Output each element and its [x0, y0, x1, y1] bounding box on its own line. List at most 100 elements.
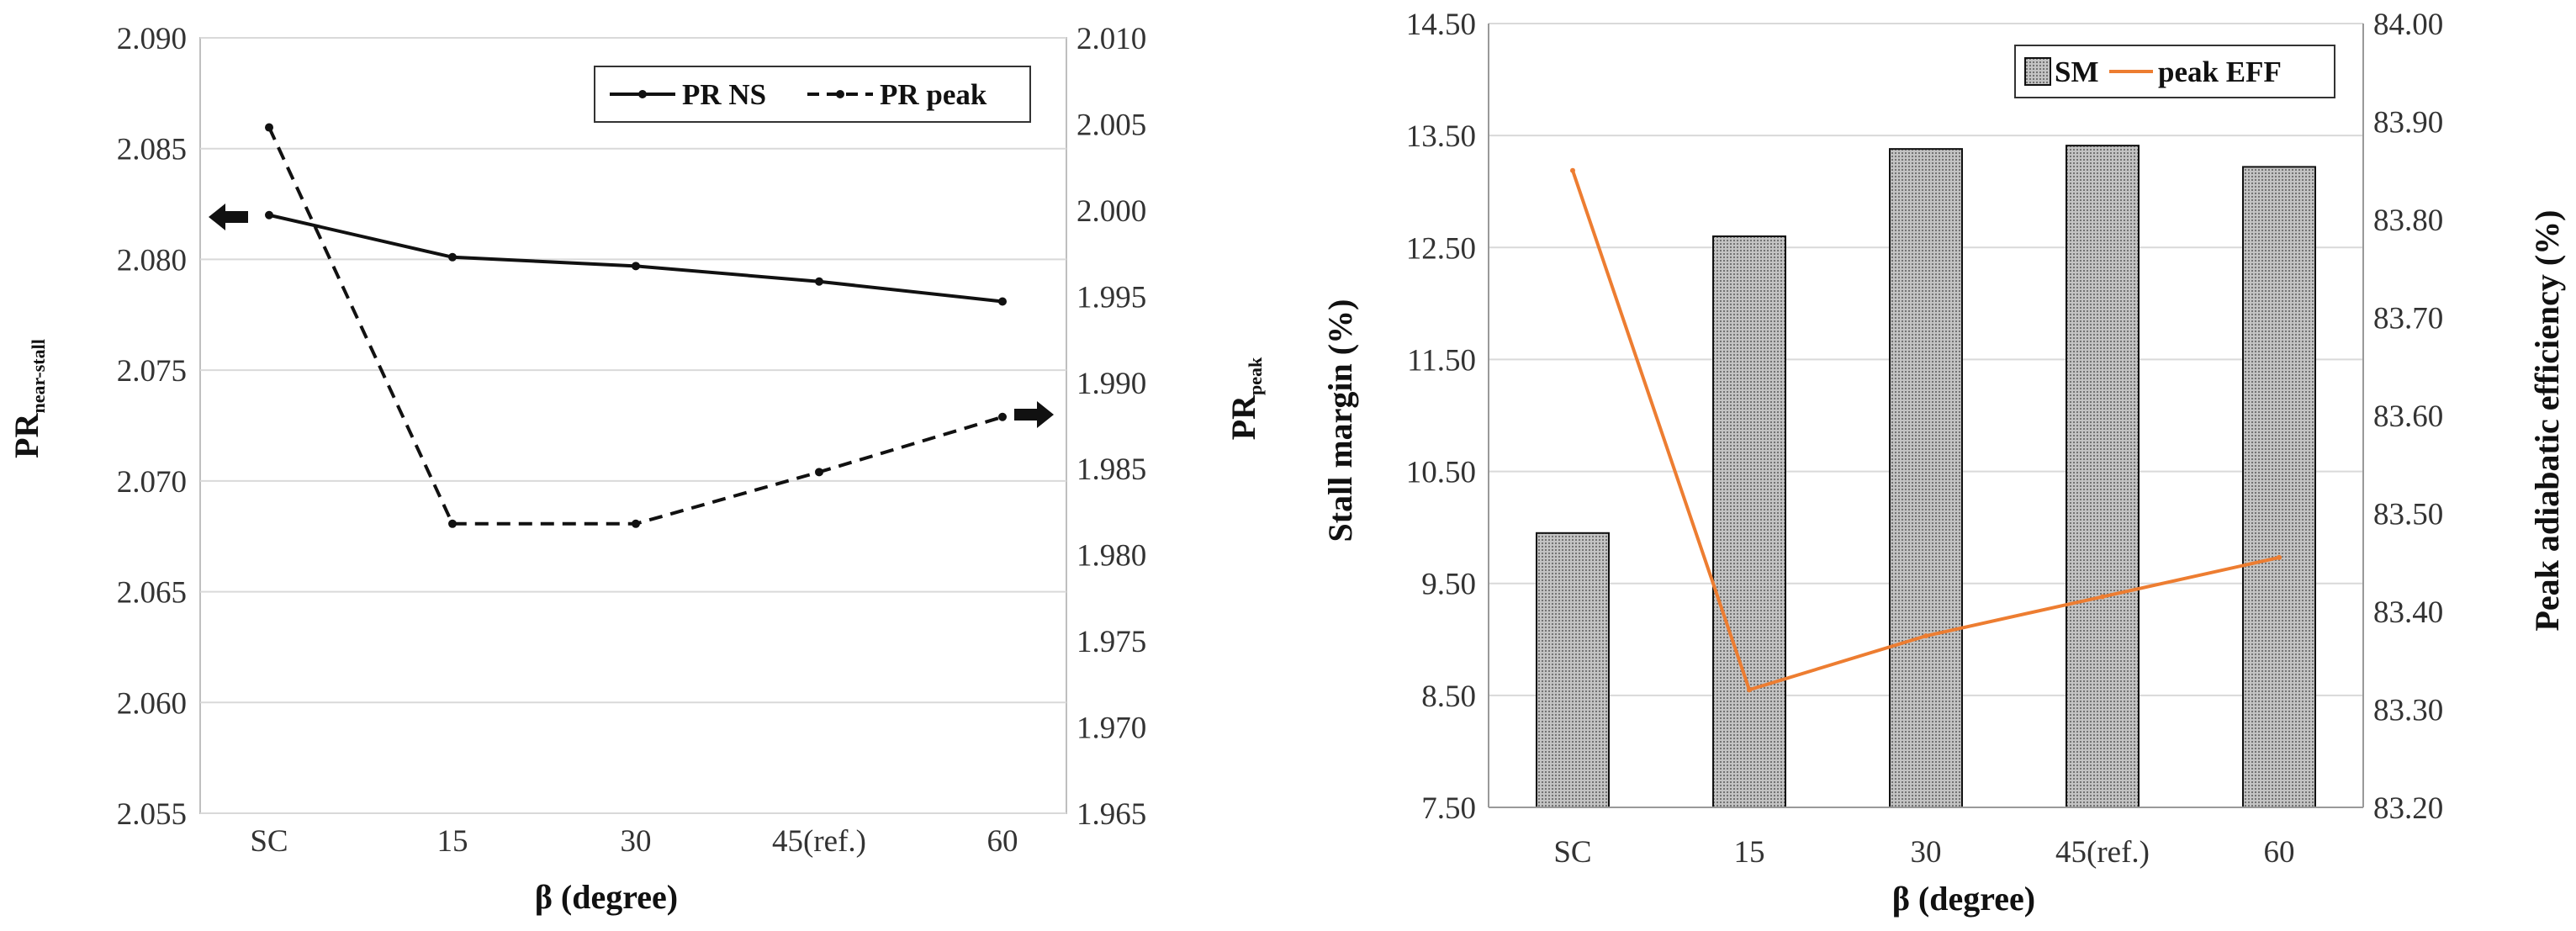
y2-tick-label: 83.60 [2373, 399, 2443, 434]
y-tick-label: 11.50 [1407, 343, 1476, 378]
legend-item-pr-ns: PR NS [610, 78, 766, 111]
y2-tick-label: 2.005 [1076, 108, 1146, 142]
y2-tick-label: 83.40 [2373, 595, 2443, 630]
y-tick-label: 7.50 [1421, 791, 1476, 826]
left-y-axis-title: PRnear-stall [8, 339, 49, 458]
left-x-axis-title: β (degree) [535, 878, 678, 916]
left-y-tick-labels: 2.055 2.060 2.065 2.070 2.075 2.080 2.085 2.090 [117, 22, 187, 832]
legend-item-sm: SM [2024, 56, 2099, 88]
x-tick-label: 30 [1911, 835, 1942, 870]
y2-tick-label: 2.000 [1076, 194, 1146, 229]
y2-tick-label: 83.80 [2373, 204, 2443, 238]
left-legend: PR NS PR peak [594, 66, 1031, 123]
data-point-pr-ns [632, 262, 640, 271]
data-point-pr-peak [265, 123, 273, 132]
legend-item-peak-eff: peak EFF [2109, 56, 2282, 88]
right-bars [1536, 145, 2316, 808]
x-tick-label: 60 [987, 824, 1018, 859]
y-tick-label: 2.080 [117, 243, 187, 278]
y2-tick-label: 83.30 [2373, 694, 2443, 728]
data-point-pr-ns [265, 210, 273, 220]
data-point-peak-eff [2277, 554, 2282, 560]
y-tick-label: 2.060 [117, 686, 187, 721]
y2-tick-label: 1.990 [1076, 367, 1146, 401]
right-y-axis-title: Stall margin (%) [1321, 299, 1359, 542]
x-tick-label: 15 [1734, 835, 1765, 870]
left-plot-frame [199, 37, 1067, 814]
y2-tick-label: 84.00 [2373, 8, 2443, 42]
y-tick-label: 12.50 [1406, 231, 1476, 266]
x-tick-label: SC [1553, 835, 1591, 870]
right-legend: SM peak EFF [2014, 45, 2335, 98]
x-tick-label: 45(ref.) [772, 824, 866, 859]
data-point-pr-ns [998, 297, 1007, 306]
y-tick-label: 13.50 [1406, 119, 1476, 154]
y2-tick-label: 1.985 [1076, 452, 1146, 487]
legend-label-pr-peak: PR peak [880, 78, 987, 111]
right-x-tick-labels: SC 15 30 45(ref.) 60 [1553, 835, 2294, 870]
y2-tick-label: 1.995 [1076, 280, 1146, 315]
left-y-axis-title-sub: near-stall [28, 339, 49, 413]
left-y2-axis-title-sub: peak [1245, 357, 1266, 395]
x-tick-label: 30 [621, 824, 652, 859]
y2-tick-label: 83.90 [2373, 106, 2443, 140]
right-chart: 7.50 8.50 9.50 10.50 11.50 12.50 13.50 14.50 83… [1321, 8, 2566, 918]
legend-item-pr-peak: PR peak [807, 78, 987, 111]
right-axis-arrow-icon [1014, 401, 1054, 428]
legend-swatch-sm [2024, 57, 2051, 86]
data-point-pr-peak [632, 519, 640, 528]
series-line-pr-ns [268, 213, 1003, 304]
y-tick-label: 2.055 [117, 797, 187, 832]
left-gridlines [200, 37, 1066, 814]
right-y2-tick-labels: 83.20 83.30 83.40 83.50 83.60 83.70 83.80 83.90… [2373, 8, 2443, 826]
y-tick-label: 2.070 [117, 465, 187, 500]
y-tick-label: 14.50 [1406, 8, 1476, 42]
legend-marker-pr-ns [638, 90, 647, 98]
right-legend-box [2014, 45, 2335, 98]
right-x-axis-title: β (degree) [1892, 880, 2035, 918]
left-chart: 2.055 2.060 2.065 2.070 2.075 2.080 2.085 2.090… [8, 22, 1266, 916]
left-axis-arrow-icon [209, 204, 248, 230]
left-y2-axis-title-base: PR [1225, 394, 1262, 440]
right-axes [1488, 24, 2364, 808]
data-point-peak-eff [2100, 594, 2105, 600]
y2-tick-label: 1.980 [1076, 539, 1146, 574]
bar-sm [2242, 166, 2316, 808]
data-point-peak-eff [1923, 633, 1928, 639]
left-x-tick-labels: SC 15 30 45(ref.) 60 [250, 824, 1018, 859]
data-point-peak-eff [1747, 687, 1752, 693]
y-tick-label: 2.075 [117, 354, 187, 389]
y2-tick-label: 2.010 [1076, 22, 1146, 56]
legend-marker-pr-peak [836, 90, 844, 98]
right-line-series [1570, 167, 2282, 693]
x-tick-label: 45(ref.) [2055, 835, 2150, 870]
y-tick-label: 8.50 [1421, 680, 1476, 714]
legend-label-peak-eff: peak EFF [2158, 56, 2282, 88]
data-point-pr-peak [448, 519, 457, 528]
legend-label-sm: SM [2055, 56, 2099, 88]
data-point-pr-ns [448, 252, 457, 262]
x-tick-label: 15 [437, 824, 468, 859]
left-y2-axis-title: PRpeak [1225, 357, 1266, 440]
bar-sm [1536, 532, 1610, 808]
series-line-pr-peak [267, 126, 1003, 526]
y2-tick-label: 83.70 [2373, 302, 2443, 336]
data-point-peak-eff [1570, 167, 1575, 173]
y-tick-label: 2.085 [117, 133, 187, 167]
y2-tick-label: 1.965 [1076, 797, 1146, 832]
y2-tick-label: 83.20 [2373, 791, 2443, 826]
bar-sm [1712, 235, 1786, 808]
y2-tick-label: 1.970 [1076, 711, 1146, 746]
right-y-tick-labels: 7.50 8.50 9.50 10.50 11.50 12.50 13.50 14.50 [1406, 8, 1476, 826]
data-point-pr-peak [815, 468, 823, 477]
y-tick-label: 9.50 [1421, 568, 1476, 602]
y-tick-label: 10.50 [1406, 456, 1476, 490]
bar-sm [2066, 145, 2140, 808]
y-tick-label: 2.065 [117, 576, 187, 611]
legend-label-pr-ns: PR NS [682, 78, 766, 111]
x-tick-label: 60 [2264, 835, 2295, 870]
left-y-axis-title-base: PR [8, 412, 45, 458]
left-y2-tick-labels: 1.965 1.970 1.975 1.980 1.985 1.990 1.995 2.000… [1076, 22, 1146, 832]
right-y2-axis-title: Peak adiabatic efficiency (%) [2528, 210, 2566, 632]
